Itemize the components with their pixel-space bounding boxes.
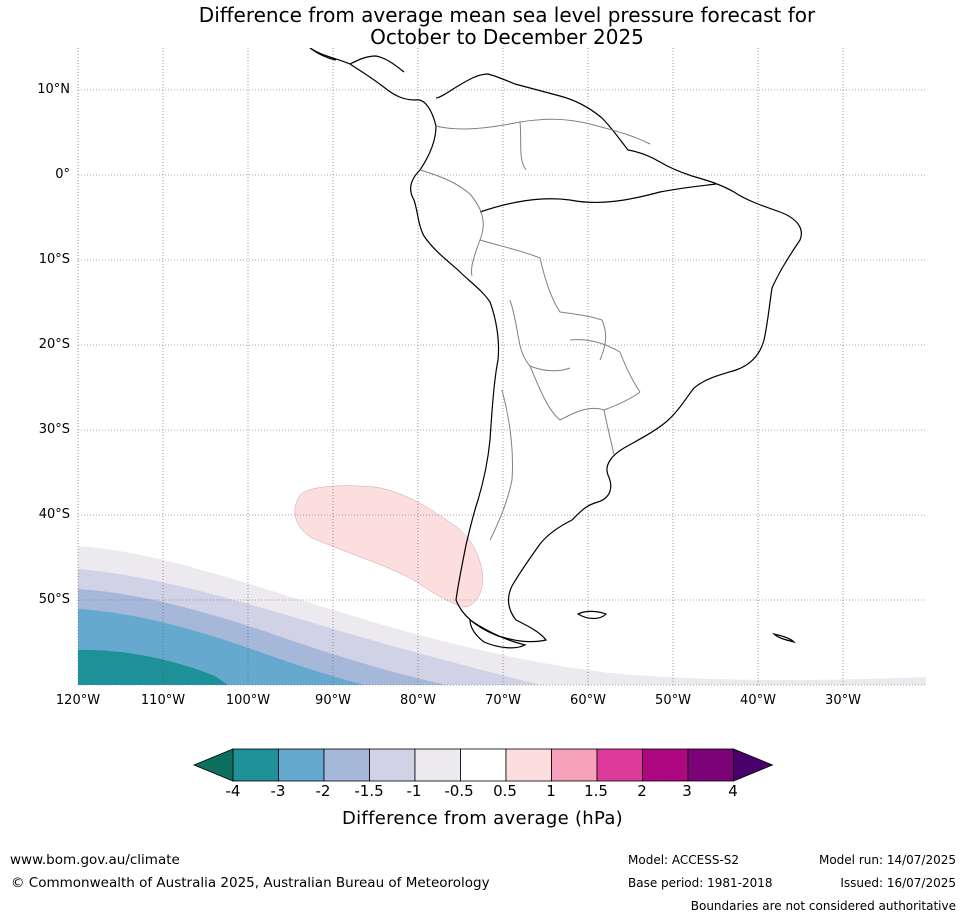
lon-label: 70°W xyxy=(485,693,521,708)
colorbar-tick: -3 xyxy=(270,782,286,800)
lat-label: 0° xyxy=(55,167,70,182)
colorbar-tick: 2 xyxy=(637,782,647,800)
colorbar-extend-low xyxy=(192,748,234,782)
footer-model-run: Model run: 14/07/2025 xyxy=(818,853,956,867)
title-line-2: October to December 2025 xyxy=(370,25,644,49)
colorbar-tick: -0.5 xyxy=(444,782,474,800)
colorbar-extend-high xyxy=(733,748,774,782)
footer-model: Model: ACCESS-S2 xyxy=(628,853,740,867)
colorbar-segment xyxy=(505,748,552,782)
lat-label: 30°S xyxy=(38,422,70,437)
lon-label: 30°W xyxy=(825,693,861,708)
lon-label: 60°W xyxy=(570,693,606,708)
colorbar-segment xyxy=(460,748,507,782)
lon-label: 110°W xyxy=(140,693,186,708)
footer-disclaimer: Boundaries are not considered authoritat… xyxy=(690,899,956,913)
colorbar-tick: -2 xyxy=(315,782,331,800)
colorbar-segment xyxy=(232,748,279,782)
footer-copyright: © Commonwealth of Australia 2025, Austra… xyxy=(11,875,490,891)
pressure-map xyxy=(77,48,926,686)
lon-label: 80°W xyxy=(400,693,436,708)
lon-label: 40°W xyxy=(740,693,776,708)
lat-label: 40°S xyxy=(38,507,70,522)
colorbar-label: Difference from average (hPa) xyxy=(341,808,624,829)
colorbar-segment xyxy=(323,748,370,782)
lon-label: 50°W xyxy=(655,693,691,708)
central-america-coast xyxy=(309,48,405,73)
colorbar-segment xyxy=(551,748,598,782)
lon-label: 90°W xyxy=(315,693,351,708)
footer-url[interactable]: www.bom.gov.au/climate xyxy=(10,852,180,868)
colorbar-tick: -4 xyxy=(225,782,241,800)
colorbar-segment xyxy=(414,748,461,782)
anomaly-blob-pos05 xyxy=(294,485,483,608)
footer-base-period: Base period: 1981-2018 xyxy=(628,876,773,890)
anomaly-band-neg4 xyxy=(78,649,228,685)
south-america-coastline xyxy=(309,48,802,643)
chart-title: Difference from average mean sea level p… xyxy=(0,4,965,48)
lat-label: 50°S xyxy=(38,592,70,607)
colorbar-tick: 1 xyxy=(546,782,556,800)
falkland-islands xyxy=(576,610,608,620)
colorbar-tick: -1.5 xyxy=(354,782,384,800)
footer-issued: Issued: 16/07/2025 xyxy=(840,876,956,890)
colorbar-segment xyxy=(278,748,325,782)
colorbar-tick: 1.5 xyxy=(584,782,608,800)
tierra-del-fuego xyxy=(469,618,527,649)
lat-label: 10°S xyxy=(38,252,70,267)
colorbar-segment xyxy=(596,748,643,782)
lat-label: 20°S xyxy=(38,337,70,352)
colorbar-segment xyxy=(642,748,689,782)
colorbar-segment xyxy=(369,748,416,782)
title-line-1: Difference from average mean sea level p… xyxy=(198,3,816,27)
colorbar-tick: -1 xyxy=(406,782,422,800)
south-georgia xyxy=(772,632,796,644)
lon-label: 120°W xyxy=(55,693,101,708)
colorbar-tick: 4 xyxy=(728,782,738,800)
lon-label: 100°W xyxy=(225,693,271,708)
colorbar-segment xyxy=(687,748,734,782)
colorbar-tick: 0.5 xyxy=(493,782,517,800)
lat-label: 10°N xyxy=(37,82,70,97)
colorbar-tick: 3 xyxy=(682,782,692,800)
amazon-river xyxy=(479,183,717,213)
